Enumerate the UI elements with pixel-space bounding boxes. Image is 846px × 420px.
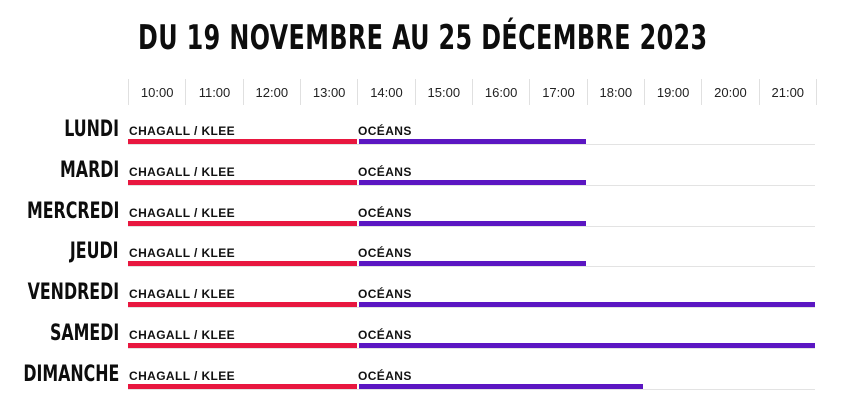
day-row: DIMANCHE CHAGALL / KLEE OCÉANS <box>0 362 846 403</box>
day-label: DIMANCHE <box>22 361 119 387</box>
hour-label: 14:00 <box>358 79 416 105</box>
event-bar <box>359 220 586 226</box>
hour-label: 21:00 <box>771 84 805 100</box>
row-divider <box>128 225 815 227</box>
event-label: CHAGALL / KLEE <box>129 205 236 220</box>
hour-label: 11:00 <box>186 79 244 105</box>
hour-label: 17:00 <box>530 79 588 105</box>
event-label: CHAGALL / KLEE <box>129 124 236 138</box>
hour-label: 13:00 <box>301 79 359 105</box>
event-label: OCÉANS <box>358 368 412 383</box>
page-title: DU 19 NOVEMBRE AU 25 DÉCEMBRE 2023 <box>138 18 708 58</box>
event-label: CHAGALL / KLEE <box>129 287 236 302</box>
event-bar <box>128 179 357 185</box>
day-row: VENDREDI CHAGALL / KLEE OCÉANS <box>0 280 846 321</box>
day-label: MERCREDI <box>26 198 119 224</box>
hour-label: 15:00 <box>416 79 473 105</box>
event-label: OCÉANS <box>358 164 412 179</box>
row-divider <box>128 348 815 349</box>
day-label: VENDREDI <box>27 280 119 306</box>
row-divider <box>128 388 815 390</box>
event-label: CHAGALL / KLEE <box>129 328 236 342</box>
day-row: MARDI CHAGALL / KLEE OCÉANS <box>0 158 846 199</box>
event-bar <box>359 139 586 144</box>
hour-label: 12:00 <box>244 79 301 105</box>
event-bar <box>359 383 644 389</box>
row-divider <box>128 307 815 309</box>
day-label: LUNDI <box>64 117 119 142</box>
event-bar <box>359 302 815 308</box>
event-label: OCÉANS <box>358 124 412 138</box>
day-label: JEUDI <box>70 239 119 265</box>
row-divider <box>128 144 815 145</box>
event-label: CHAGALL / KLEE <box>129 164 236 179</box>
hour-header: 10:00 11:00 12:00 13:00 14:00 15:00 16:00 17:00… <box>128 79 817 105</box>
event-label: OCÉANS <box>358 287 412 302</box>
event-label: CHAGALL / KLEE <box>129 368 236 383</box>
day-row: LUNDI CHAGALL / KLEE OCÉANS <box>0 117 846 158</box>
event-bar <box>128 261 357 267</box>
row-divider <box>128 266 815 268</box>
event-bar <box>128 220 357 226</box>
event-bar <box>359 261 586 267</box>
event-label: CHAGALL / KLEE <box>129 246 236 261</box>
event-bar <box>359 343 815 348</box>
day-label: MARDI <box>59 157 119 183</box>
event-bar <box>359 179 586 185</box>
hour-label: 16:00 <box>473 79 531 105</box>
day-label: SAMEDI <box>49 321 119 346</box>
hour-label: 18:00 <box>588 79 645 105</box>
event-bar <box>128 302 357 308</box>
event-label: OCÉANS <box>358 246 412 261</box>
row-divider <box>128 184 815 186</box>
hour-label: 19:00 <box>645 79 703 105</box>
event-bar <box>128 139 357 144</box>
day-row: SAMEDI CHAGALL / KLEE OCÉANS <box>0 321 846 362</box>
hour-label: 20:00 <box>702 79 760 105</box>
event-bar <box>128 343 357 348</box>
event-label: OCÉANS <box>358 328 412 342</box>
event-label: OCÉANS <box>358 205 412 220</box>
day-row: MERCREDI CHAGALL / KLEE OCÉANS <box>0 199 846 240</box>
event-bar <box>128 383 357 389</box>
day-row: JEUDI CHAGALL / KLEE OCÉANS <box>0 239 846 280</box>
hour-label: 10:00 <box>129 79 187 105</box>
